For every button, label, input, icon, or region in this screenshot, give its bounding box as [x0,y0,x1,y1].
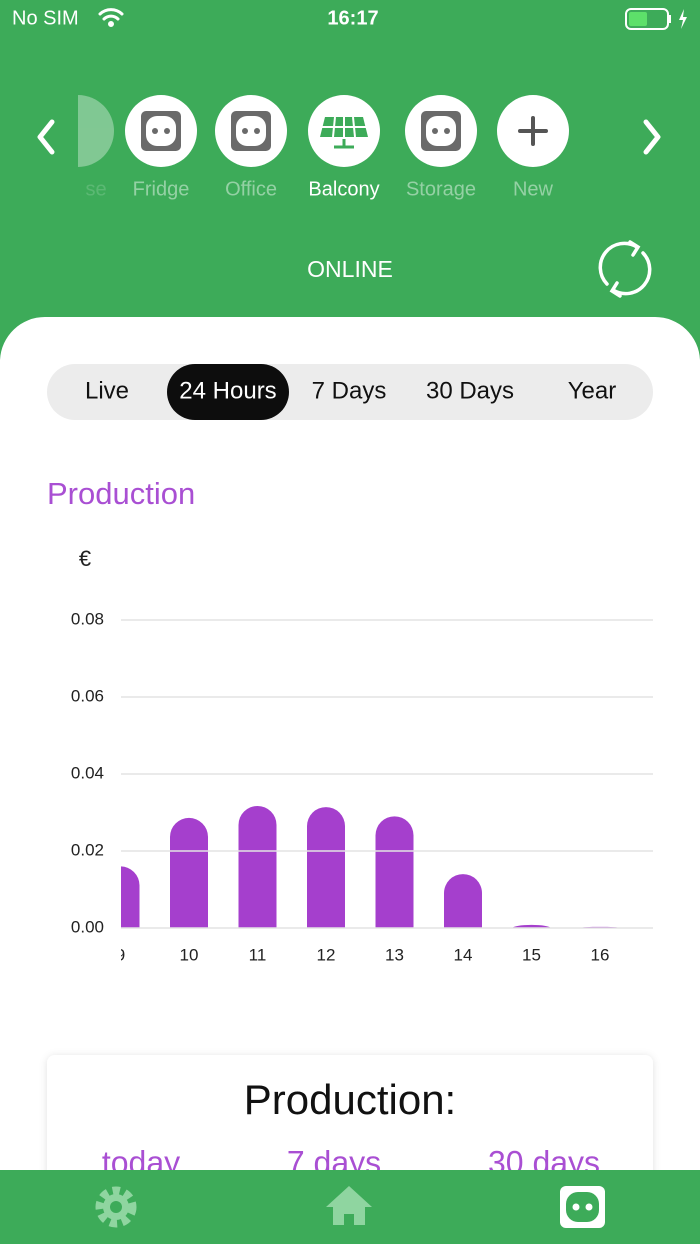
x-tick-label: 11 [249,945,267,964]
home-tab[interactable] [326,1186,372,1225]
bar [444,874,482,928]
socket-face [426,116,456,146]
bar [121,866,140,928]
bar [238,805,277,928]
y-tick-label: 0.06 [71,686,104,705]
solar-stand [334,139,354,149]
connection-status: ONLINE [307,256,393,282]
x-tick-label: 14 [454,945,473,964]
next-arrow[interactable] [643,119,661,155]
clock: 16:17 [327,7,378,29]
socket-hole [432,128,438,134]
socket-hole [164,128,170,134]
device[interactable]: New [497,95,569,200]
x-tick-label: 16 [591,945,610,964]
bar [375,816,414,928]
solar-grid [322,116,366,145]
device-label: Storage [406,178,476,200]
x-tick-label: 10 [180,945,199,964]
summary-title: Production: [244,1076,456,1123]
x-tick-label: 9 [116,945,125,964]
y-tick-label: 0.04 [71,763,104,782]
tab[interactable]: 7 Days [312,377,387,404]
y-tick-label: 0.00 [71,917,104,936]
device-label: New [513,178,554,200]
device-label: Office [225,178,277,200]
device[interactable]: Balcony [308,95,380,200]
header [0,0,700,360]
socket-hole [444,128,450,134]
tab[interactable]: 30 Days [426,377,514,404]
device-icon [78,95,114,167]
plot-area: 9 10 11 12 13 14 15 16 [116,805,619,964]
tab[interactable]: 24 Hours [179,377,276,404]
device[interactable]: Office [215,95,287,200]
refresh-button[interactable] [598,240,652,298]
socket-hole [242,128,248,134]
content-sheet [0,316,700,1244]
device[interactable]: Fridge [125,95,197,200]
carrier: No SIM [12,7,79,29]
tab[interactable]: Year [568,377,617,404]
socket-face [146,116,176,146]
y-axis-label: € [79,546,91,571]
prev-arrow[interactable] [37,119,55,155]
socket-hole [254,128,260,134]
device-list: se Fridge Office Balcony Storage New [78,95,569,200]
devices-tab[interactable] [560,1186,605,1228]
wifi-icon [98,8,124,27]
selected-tab [167,364,289,420]
device-label: Fridge [133,178,190,200]
bar [307,807,345,928]
settings-tab[interactable] [95,1186,137,1228]
tab[interactable]: Live [85,377,129,404]
period-tabs: Live 24 Hours 7 Days 30 Days Year [85,364,616,420]
plus-icon [518,116,548,146]
y-tick-label: 0.08 [71,609,104,628]
socket-face [236,116,266,146]
bar [170,817,208,928]
device-label: Balcony [308,178,379,200]
bar [512,924,551,928]
x-tick-label: 13 [385,945,404,964]
socket-hole [152,128,158,134]
device[interactable]: Storage [405,95,477,200]
y-tick-label: 0.02 [71,840,104,859]
x-tick-label: 12 [317,945,336,964]
chart-title: Production [47,476,195,511]
x-tick-label: 15 [522,945,541,964]
device[interactable]: se [78,95,114,200]
device-label: se [85,178,106,200]
battery-icon [625,8,687,30]
